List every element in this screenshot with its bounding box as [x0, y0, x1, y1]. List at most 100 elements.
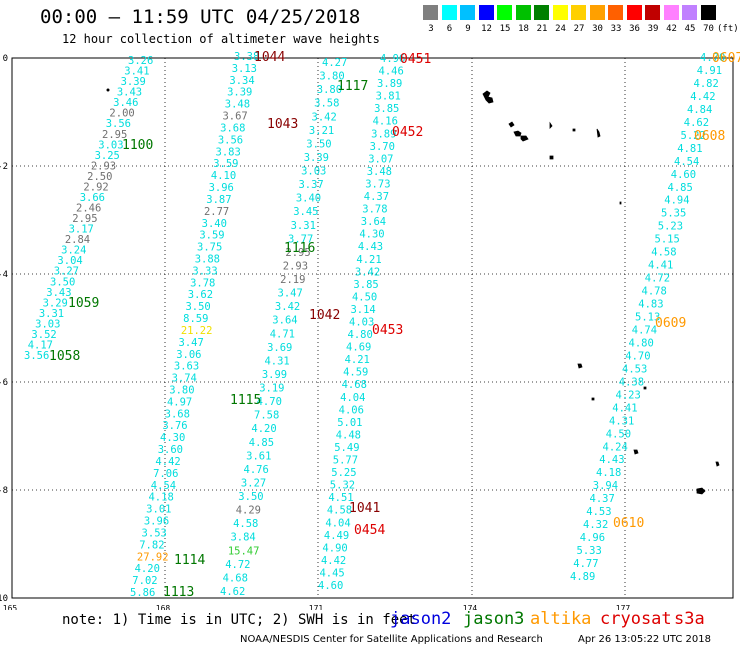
pass-time-label: 1114: [174, 553, 205, 568]
wave-height-value: 3.07: [368, 153, 393, 165]
lat-label: 0: [3, 54, 8, 64]
wave-height-value: 3.13: [232, 63, 257, 75]
wave-height-value: 3.06: [176, 349, 201, 361]
wave-height-value: 4.53: [586, 506, 611, 518]
wave-height-value: 7.58: [254, 410, 279, 422]
wave-height-value: 4.97: [167, 396, 192, 408]
wave-height-value: 4.41: [612, 402, 637, 414]
wave-height-value: 4.49: [324, 530, 349, 542]
pass-time-label: 0610: [613, 516, 644, 531]
pass-time-label: 1113: [163, 585, 194, 600]
wave-height-value: 3.56: [106, 118, 131, 130]
wave-height-value: 4.94: [664, 195, 689, 207]
legend-swatch-45: [682, 5, 697, 20]
wave-height-value: 4.27: [322, 57, 347, 69]
wave-height-value: 4.53: [622, 363, 647, 375]
wave-height-value: 3.24: [61, 245, 86, 257]
legend-label-18: 18: [518, 24, 529, 34]
legend-swatch-6: [441, 5, 457, 20]
pass-time-label: 0454: [354, 523, 385, 538]
wave-height-value: 3.83: [216, 146, 241, 158]
pass-time-label: 1059: [68, 296, 99, 311]
wave-height-value: 3.03: [98, 139, 123, 151]
wave-height-value: 3.33: [192, 265, 217, 277]
lat-label: -2: [0, 162, 8, 172]
island-coastline: [619, 201, 622, 205]
wave-height-value: 5.77: [333, 455, 358, 467]
legend-label-9: 9: [465, 24, 471, 34]
wave-height-value: 27.92: [137, 551, 169, 563]
wave-height-value: 4.16: [373, 116, 398, 128]
wave-height-value: 3.47: [179, 337, 204, 349]
wave-height-value: 3.19: [259, 383, 284, 395]
wave-height-value: 3.70: [370, 141, 395, 153]
legend-swatch-70: [700, 5, 716, 20]
wave-height-value: 5.01: [337, 417, 362, 429]
wave-height-value: 4.46: [379, 66, 404, 78]
wave-height-value: 4.42: [690, 91, 715, 103]
island-coastline: [633, 449, 639, 455]
pass-time-label: 1115: [230, 393, 261, 408]
legend-swatch-33: [608, 5, 623, 20]
wave-height-value: 3.64: [272, 315, 297, 327]
lon-label: 168: [156, 604, 171, 610]
wave-height-value: 4.30: [359, 229, 384, 241]
wave-height-value: 3.03: [301, 166, 326, 178]
wave-height-value: 3.37: [298, 179, 323, 191]
wave-height-value: 4.96: [580, 532, 605, 544]
legend-swatch-15: [497, 5, 512, 20]
wave-height-value: 4.78: [642, 286, 667, 298]
wave-height-value: 4.74: [632, 324, 657, 336]
wave-height-value: 7.06: [153, 468, 178, 480]
island-coastline: [715, 461, 720, 467]
wave-height-value: 4.89: [570, 571, 595, 583]
pass-time-label: 1041: [349, 501, 380, 516]
wave-height-value: 4.80: [629, 337, 654, 349]
legend-swatch-30: [589, 5, 605, 20]
wave-height-value: 3.39: [227, 87, 252, 99]
wave-height-value: 4.04: [340, 392, 365, 404]
wave-height-value: 3.56: [218, 134, 243, 146]
wave-height-value: 3.59: [199, 230, 224, 242]
legend-swatch-24: [552, 5, 568, 20]
wave-height-value: 3.66: [80, 192, 105, 204]
wave-height-value: 3.46: [113, 97, 138, 109]
wave-height-value: 3.42: [355, 266, 380, 278]
wave-height-value: 4.72: [225, 559, 250, 571]
wave-height-value: 4.21: [356, 254, 381, 266]
legend-swatch-42: [663, 5, 679, 20]
wave-height-value: 2.95: [72, 213, 97, 225]
wave-height-value: 3.38: [234, 51, 259, 63]
wave-height-value: 4.70: [625, 350, 650, 362]
legend-label-70: 70: [703, 24, 714, 34]
wave-height-value: 4.48: [336, 429, 361, 441]
legend-swatch-21: [534, 5, 549, 20]
wave-height-value: 3.75: [197, 242, 222, 254]
wave-height-value: 4.58: [651, 247, 676, 259]
wave-height-value: 5.23: [658, 221, 683, 233]
wave-height-value: 4.58: [327, 505, 352, 517]
wave-height-value: 4.80: [348, 329, 373, 341]
legend-label-3: 3: [428, 24, 434, 34]
pass-time-label: 1043: [267, 117, 298, 132]
legend-swatch-39: [645, 5, 660, 20]
lon-label: 165: [3, 604, 18, 610]
wave-height-value: 4.06: [339, 404, 364, 416]
wave-height-value: 2.00: [109, 108, 134, 120]
wave-height-value: 4.81: [677, 143, 702, 155]
lat-label: -10: [0, 594, 8, 604]
wave-height-value: 4.43: [358, 241, 383, 253]
pass-time-label: 1117: [337, 79, 368, 94]
wave-height-value: 3.89: [377, 78, 402, 90]
wave-height-value: 4.77: [573, 558, 598, 570]
legend-label-27: 27: [573, 24, 585, 34]
wave-height-value: 4.62: [220, 586, 245, 598]
wave-height-value: 3.78: [362, 204, 387, 216]
wave-height-value: 4.50: [606, 428, 631, 440]
legend-label-12: 12: [481, 24, 492, 34]
wave-height-value: 3.25: [95, 150, 120, 162]
generated-timestamp: Apr 26 13:05:22 UTC 2018: [578, 634, 711, 645]
legend-swatch-36: [626, 5, 642, 20]
wave-height-value: 3.56: [24, 350, 49, 362]
wave-height-value: 3.43: [46, 287, 71, 299]
